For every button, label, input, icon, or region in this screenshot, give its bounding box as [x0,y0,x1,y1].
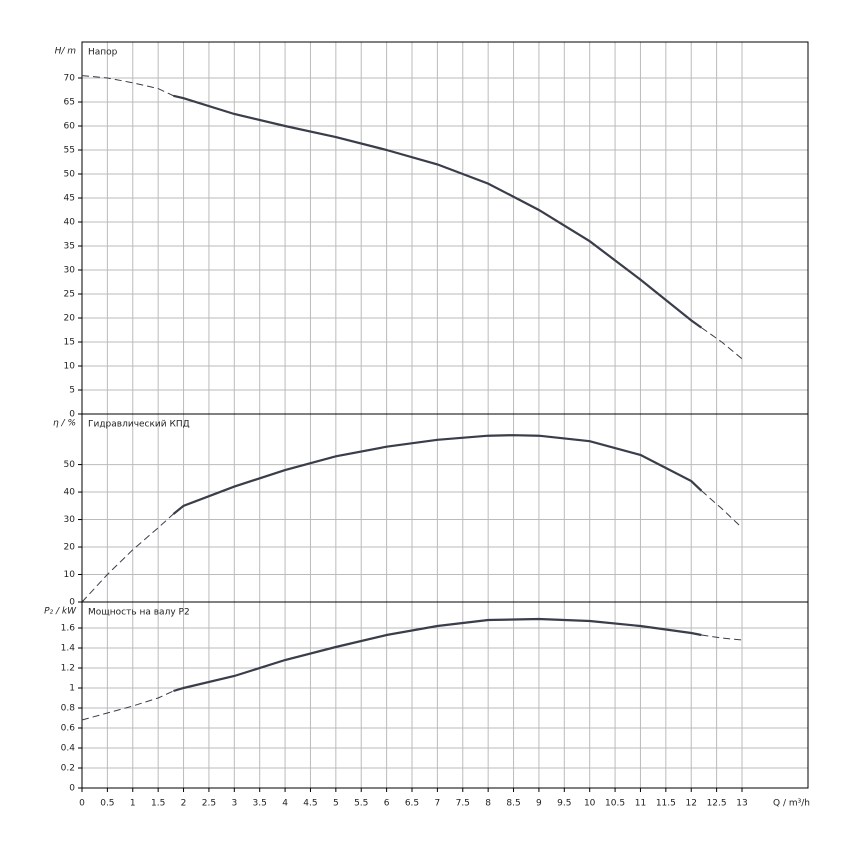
x-axis-label: Q / m³/h [773,799,810,809]
curve [701,490,743,529]
y-tick-label: 30 [64,515,76,525]
y-tick-label: 1 [69,684,75,694]
x-tick-label: 8.5 [506,799,520,809]
y-tick-label: 30 [64,266,76,276]
x-tick-label: 7.5 [456,799,470,809]
y-tick-label: 15 [64,338,75,348]
y-tick-label: 0.4 [61,744,76,754]
curve [81,690,174,721]
y-tick-label: 10 [64,362,76,372]
x-tick-label: 11.5 [656,799,676,809]
y-axis-label: H/ m [55,47,77,57]
y-tick-label: 50 [64,170,76,180]
y-tick-label: 0.6 [61,724,76,734]
y-tick-label: 0 [69,410,75,420]
y-tick-label: 55 [64,146,75,156]
x-tick-label: 0 [79,799,85,809]
x-tick-label: 4 [282,799,288,809]
y-tick-label: 70 [64,74,76,84]
x-tick-label: 2.5 [202,799,216,809]
x-tick-label: 13 [736,799,747,809]
panel-title: Напор [88,48,118,58]
x-tick-label: 3.5 [253,799,267,809]
curve [81,513,174,603]
plot-frame [81,41,809,415]
curve [173,94,703,329]
x-tick-label: 0.5 [100,799,114,809]
x-tick-label: 8 [485,799,491,809]
panel-title: Гидравлический КПД [88,420,190,430]
y-tick-label: 0.2 [61,764,75,774]
y-tick-label: 1.4 [61,644,76,654]
curve [172,434,703,515]
x-tick-label: 12 [686,799,697,809]
y-axis-label: η / % [53,419,76,429]
y-tick-label: 35 [64,242,75,252]
y-tick-label: 0 [69,784,75,794]
y-tick-label: 40 [64,488,76,498]
y-tick-label: 10 [64,570,76,580]
x-tick-label: 6.5 [405,799,419,809]
x-tick-label: 7 [435,799,441,809]
x-tick-label: 9.5 [557,799,571,809]
x-tick-label: 3 [231,799,237,809]
y-axis-label: P₂ / kW [44,607,77,617]
x-tick-label: 9 [536,799,542,809]
curve [701,634,743,641]
x-tick-label: 10 [584,799,596,809]
y-tick-label: 40 [64,218,76,228]
x-tick-label: 12.5 [707,799,727,809]
y-tick-label: 60 [64,122,76,132]
y-tick-label: 1.2 [61,664,75,674]
curve [701,327,743,360]
x-tick-label: 5 [333,799,339,809]
x-tick-label: 4.5 [303,799,317,809]
y-tick-label: 65 [64,98,75,108]
y-tick-label: 0 [69,598,75,608]
panel-title: Мощность на валу P2 [88,608,190,618]
y-tick-label: 20 [64,314,76,324]
x-tick-label: 1.5 [151,799,165,809]
plot-frame [81,413,809,603]
x-tick-label: 5.5 [354,799,368,809]
x-tick-label: 2 [181,799,187,809]
y-tick-label: 50 [64,460,76,470]
y-tick-label: 1.6 [61,624,76,634]
curve [173,617,702,693]
y-tick-label: 45 [64,194,75,204]
x-tick-label: 10.5 [605,799,625,809]
y-tick-label: 0.8 [61,704,76,714]
x-tick-label: 6 [384,799,390,809]
plot-frame [81,601,809,789]
curve [81,75,174,97]
y-tick-label: 20 [64,543,76,553]
x-tick-label: 11 [635,799,646,809]
x-tick-label: 1 [130,799,136,809]
y-tick-label: 25 [64,290,75,300]
y-tick-label: 5 [69,386,75,396]
